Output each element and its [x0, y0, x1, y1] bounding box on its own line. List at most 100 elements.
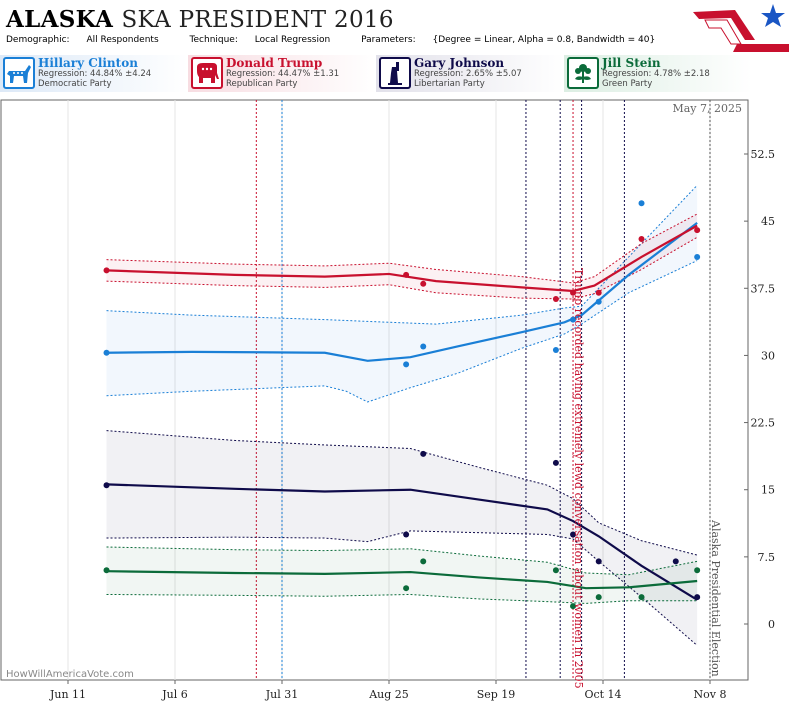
y-tick-label: 30 — [761, 349, 775, 362]
confidence-lower-line — [106, 530, 698, 646]
title-rest: SKA PRESIDENT 2016 — [121, 7, 394, 33]
title-state: ALASKA — [6, 6, 114, 33]
poll-point — [694, 594, 701, 601]
poll-point — [420, 450, 427, 457]
poll-point — [420, 558, 427, 565]
confidence-upper-line — [106, 546, 698, 576]
confidence-lower-line — [106, 593, 698, 604]
candidate-name: Donald Trump — [226, 56, 323, 70]
candidate-regression: Regression: 44.47% ±1.31 — [226, 69, 340, 79]
candidate-party: Libertarian Party — [414, 79, 485, 89]
poll-point — [694, 567, 701, 574]
poll-point — [552, 347, 559, 354]
site-logo-icon — [693, 4, 789, 52]
y-tick-label: 45 — [761, 215, 775, 228]
x-tick-label: Oct 14 — [584, 688, 621, 701]
confidence-band — [106, 213, 698, 300]
poll-point — [638, 594, 645, 601]
poll-point — [552, 567, 559, 574]
technique-value: Local Regression — [254, 35, 331, 45]
event-annotation: Alaska Presidential Election — [709, 519, 722, 677]
trend-line — [106, 483, 698, 601]
candidate-card-trump: Donald Trump Regression: 44.47% ±1.31 Re… — [188, 55, 376, 92]
confidence-upper-line — [106, 213, 698, 284]
poll-point — [420, 280, 427, 287]
poll-point — [552, 296, 559, 303]
parameters-line: Demographic: All Respondents Technique: … — [6, 35, 683, 45]
poll-point — [103, 482, 110, 489]
candidate-legend: Hillary Clinton Regression: 44.84% ±4.24… — [0, 55, 789, 93]
poll-point — [403, 271, 410, 278]
candidate-party: Green Party — [602, 79, 653, 89]
poll-point — [694, 227, 701, 234]
confidence-band — [106, 185, 698, 402]
confidence-band — [106, 430, 698, 646]
poll-point — [570, 289, 577, 296]
poll-point — [595, 594, 602, 601]
poll-point — [403, 531, 410, 538]
page-title: ALASKA SKA PRESIDENT 2016 — [6, 6, 394, 33]
y-tick-label: 0 — [768, 618, 775, 631]
poll-point — [595, 298, 602, 305]
plot-area — [0, 99, 749, 681]
poll-point — [672, 558, 679, 565]
poll-point — [595, 289, 602, 296]
candidate-regression: Regression: 2.65% ±5.07 — [414, 69, 522, 79]
x-tick-label: Jul 31 — [265, 688, 299, 701]
demographic-value: All Respondents — [86, 35, 159, 45]
event-annotation: Trump recorded having extremely lewd con… — [572, 268, 585, 689]
poll-point — [103, 567, 110, 574]
y-tick-label: 37.5 — [751, 282, 776, 295]
trend-line — [106, 224, 698, 293]
x-tick-label: Jun 11 — [49, 688, 86, 701]
candidate-card-stein: Jill Stein Regression: 4.78% ±2.18 Green… — [564, 55, 752, 92]
confidence-lower-line — [106, 236, 698, 300]
candidate-card-clinton: Hillary Clinton Regression: 44.84% ±4.24… — [0, 55, 188, 92]
technique-label: Technique: — [189, 35, 238, 45]
poll-point — [552, 459, 559, 466]
confidence-band — [106, 547, 698, 604]
y-tick-label: 7.5 — [758, 551, 776, 564]
parameters-label: Parameters: — [361, 35, 416, 45]
poll-point — [420, 343, 427, 350]
confidence-lower-line — [106, 260, 698, 403]
y-tick-label: 15 — [761, 484, 775, 497]
y-tick-label: 52.5 — [751, 148, 776, 161]
poll-point — [403, 585, 410, 592]
poll-point — [570, 603, 577, 610]
donkey-icon — [3, 57, 35, 89]
candidate-name: Hillary Clinton — [38, 56, 138, 70]
poll-point — [638, 200, 645, 207]
x-tick-label: Sep 19 — [477, 688, 516, 701]
poll-point — [570, 316, 577, 323]
candidate-party: Democratic Party — [38, 79, 112, 89]
candidate-name: Gary Johnson — [414, 56, 505, 70]
watermark: HowWillAmericaVote.com — [6, 669, 134, 680]
candidate-regression: Regression: 44.84% ±4.24 — [38, 69, 152, 79]
polling-chart: Jun 11 Jul 6 Jul 31 Aug 25 Sep 19 Oct 14 Nov 8… — [0, 99, 776, 701]
parameters-value: {Degree = Linear, Alpha = 0.8, Bandwidth… — [432, 35, 656, 45]
candidate-card-johnson: Gary Johnson Regression: 2.65% ±5.07 Lib… — [376, 55, 564, 92]
poll-point — [694, 253, 701, 260]
statue-of-liberty-icon — [379, 57, 411, 89]
poll-point — [570, 531, 577, 538]
poll-point — [595, 558, 602, 565]
y-tick-label: 22.5 — [751, 417, 776, 430]
elephant-icon — [191, 57, 223, 89]
confidence-upper-line — [106, 184, 698, 325]
confidence-upper-line — [106, 430, 698, 556]
candidate-party: Republican Party — [226, 79, 298, 89]
date-label: May 7, 2025 — [672, 102, 742, 115]
candidate-name: Jill Stein — [602, 56, 661, 70]
poll-point — [103, 267, 110, 274]
poll-point — [403, 361, 410, 368]
x-tick-label: Aug 25 — [368, 688, 409, 701]
trend-line — [106, 570, 698, 590]
candidate-regression: Regression: 4.78% ±2.18 — [602, 69, 710, 79]
flower-icon — [567, 57, 599, 89]
x-tick-label: Jul 6 — [161, 688, 188, 701]
demographic-label: Demographic: — [6, 35, 70, 45]
x-tick-label: Nov 8 — [694, 688, 727, 701]
poll-point — [638, 236, 645, 243]
poll-point — [103, 349, 110, 356]
